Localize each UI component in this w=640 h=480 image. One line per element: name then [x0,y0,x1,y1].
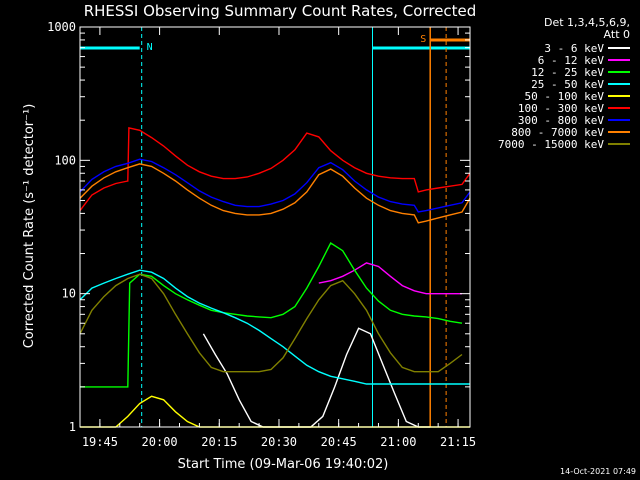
saa-marker-label: S [420,34,426,45]
series-line-4 [79,269,470,385]
plot-frame [79,26,471,428]
y-tick-label: 1000 [47,20,76,34]
x-tick-label: 19:45 [82,435,118,449]
legend-label-8: 800 - 7000 keV [511,126,604,139]
x-tick-label: 20:45 [321,435,357,449]
series-line-9 [79,273,463,373]
legend-label-3: 12 - 25 keV [531,66,604,79]
y-tick-label: 1 [69,420,76,434]
x-tick-label: 20:30 [261,435,297,449]
legend-label-2: 6 - 12 keV [538,54,605,67]
series-line-7 [79,158,471,213]
axis-ticks: 19:45 20:00 20:15 20:30 20:45 21:00 21:15 1 10 10… [47,20,476,449]
legend-label-5: 50 - 100 keV [525,90,605,103]
series-line-8 [79,163,471,224]
series-line-1 [202,327,431,428]
x-tick-label: 21:00 [380,435,416,449]
legend-label-9: 7000 - 15000 keV [498,138,604,151]
series-line-6 [79,127,471,212]
series-line-3 [80,241,463,388]
y-tick-label: 100 [54,153,76,167]
series-group [79,127,471,428]
timestamp: 14-Oct-2021 07:49 [560,467,636,476]
legend-header-line-2: Att 0 [604,28,630,41]
legend-label-6: 100 - 300 keV [518,102,604,115]
legend-label-7: 300 - 800 keV [518,114,604,127]
y-axis-label: Corrected Count Rate (s⁻¹ detector⁻¹) [22,104,37,349]
x-axis-label: Start Time (09-Mar-06 19:40:02) [178,457,389,472]
x-tick-label: 20:15 [201,435,237,449]
x-tick-label: 20:00 [142,435,178,449]
series-line-2 [318,262,462,295]
legend-label-4: 25 - 50 keV [531,78,604,91]
observing-bands: NS [80,27,470,427]
night-marker-label: N [147,42,153,53]
x-tick-label: 21:15 [440,435,476,449]
chart-title: RHESSI Observing Summary Count Rates, Co… [84,2,477,20]
y-tick-label: 10 [62,287,76,301]
legend-label-1: 3 - 6 keV [544,42,604,55]
legend-header-line-1: Det 1,3,4,5,6,9, [544,16,630,29]
